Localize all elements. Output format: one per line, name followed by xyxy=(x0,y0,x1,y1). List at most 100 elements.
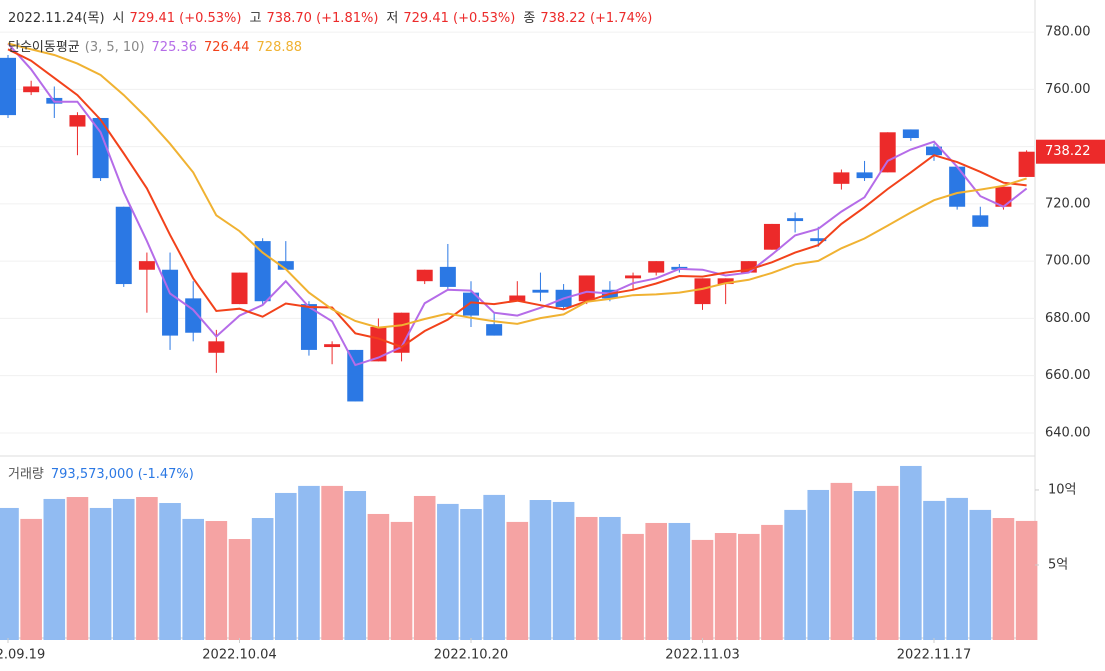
volume-bar xyxy=(853,491,876,640)
candle-body xyxy=(856,172,873,179)
volume-bar xyxy=(460,509,482,640)
ohlc-value: 729.41 (+0.53%) xyxy=(130,11,242,26)
candle-body xyxy=(694,278,711,305)
volume-bar xyxy=(275,492,297,640)
volume-bar xyxy=(437,503,459,640)
candle-body xyxy=(578,275,595,302)
ma-line xyxy=(7,42,1028,367)
x-tick-label: 2022.11.03 xyxy=(665,648,739,663)
volume-bar xyxy=(946,497,968,640)
candle-body xyxy=(300,304,317,350)
ma-value: 726.44 xyxy=(204,40,250,55)
volume-bar xyxy=(784,509,806,640)
volume-bar xyxy=(807,489,830,640)
volume-bar xyxy=(506,521,529,640)
candle-body xyxy=(949,166,966,207)
ohlc-label: 저 xyxy=(386,11,398,26)
volume-bar xyxy=(668,522,691,640)
volume-title: 거래량 xyxy=(8,467,44,482)
volume-bar xyxy=(714,533,737,640)
candle-body xyxy=(463,292,479,316)
volume-bar xyxy=(876,485,899,640)
volume-tick-label: 5억 xyxy=(1048,557,1068,572)
x-tick-label: 2022.10.04 xyxy=(202,648,276,663)
ma-legend: 단순이동평균 (3, 5, 10) 725.36 726.44 728.88 xyxy=(8,40,302,55)
x-tick-label: 2022.11.17 xyxy=(897,648,971,663)
candle-body xyxy=(138,261,155,270)
candle-body xyxy=(23,86,40,93)
candle-body xyxy=(717,278,734,285)
candle-body xyxy=(648,261,665,273)
ma-value: 728.88 xyxy=(257,40,303,55)
volume-bar xyxy=(136,497,158,640)
volume-bar xyxy=(691,539,714,640)
candle-body xyxy=(92,117,109,179)
volume-bar xyxy=(66,497,89,640)
candle-body xyxy=(532,289,549,293)
ohlc-label: 고 xyxy=(249,11,261,26)
volume-legend: 거래량 793,573,000 (-1.47%) xyxy=(8,467,194,482)
candle-body xyxy=(115,206,132,285)
volume-bar xyxy=(182,518,204,640)
ma-periods: (3, 5, 10) xyxy=(85,40,145,55)
volume-bar xyxy=(923,500,945,640)
x-tick-label: 2022.10.20 xyxy=(434,648,508,663)
volume-tick-label: 10억 xyxy=(1048,482,1077,497)
y-tick-label: 680.00 xyxy=(1045,311,1091,326)
volume-bar xyxy=(413,495,436,640)
volume-bar xyxy=(367,513,390,640)
candle-body xyxy=(902,129,919,139)
volume-bar xyxy=(89,507,112,640)
volume-bars xyxy=(0,465,1038,640)
candle-body xyxy=(277,261,294,270)
volume-bar xyxy=(900,465,922,640)
candle-body xyxy=(509,295,526,302)
volume-bar xyxy=(575,516,598,640)
date-label: 2022.11.24(목) xyxy=(8,11,105,26)
volume-bar xyxy=(298,485,320,640)
volume-bar xyxy=(344,491,367,640)
last-price-label: 738.22 xyxy=(1045,144,1091,159)
y-tick-label: 780.00 xyxy=(1045,25,1091,40)
ma-line xyxy=(7,48,1027,349)
candle-body xyxy=(625,275,642,279)
candle-body xyxy=(486,324,503,336)
axes: 640.00660.00680.00700.00720.00740.00760.… xyxy=(0,25,1105,663)
candle-body xyxy=(926,146,942,156)
volume-bar xyxy=(830,482,853,640)
volume-bar xyxy=(390,521,413,640)
volume-bar xyxy=(321,485,343,640)
ohlc-header: 2022.11.24(목) 시 729.41 (+0.53%) 고 738.70 (+1… xyxy=(8,11,652,26)
candle-body xyxy=(254,241,271,302)
y-tick-label: 720.00 xyxy=(1045,196,1091,211)
ohlc-value: 729.41 (+0.53%) xyxy=(403,11,515,26)
ohlc-value: 738.70 (+1.81%) xyxy=(266,11,378,26)
ma-line xyxy=(7,42,1027,329)
volume-bar xyxy=(599,516,621,640)
candle-body xyxy=(1018,151,1035,177)
candle-body xyxy=(833,172,850,184)
volume-bar xyxy=(20,518,42,640)
volume-bar xyxy=(1015,520,1038,640)
candle-body xyxy=(810,238,827,242)
volume-bar xyxy=(622,533,644,640)
ohlc-label: 종 xyxy=(523,11,535,26)
last-price-box xyxy=(1036,139,1105,164)
volume-bar xyxy=(228,539,251,640)
candle-body xyxy=(439,266,456,287)
y-tick-label: 660.00 xyxy=(1045,368,1091,383)
y-tick-label: 700.00 xyxy=(1045,254,1091,269)
volume-bar xyxy=(0,507,19,640)
candle-body xyxy=(69,115,86,127)
grid xyxy=(0,31,1035,434)
volume-bar xyxy=(205,521,228,640)
volume-bar xyxy=(43,498,66,640)
candle-body xyxy=(879,132,896,173)
candle-body xyxy=(740,261,757,273)
volume-bar xyxy=(112,498,135,640)
candle-body xyxy=(208,341,225,353)
y-tick-label: 760.00 xyxy=(1045,82,1091,97)
volume-bar xyxy=(529,500,552,640)
ma-title: 단순이동평균 xyxy=(8,40,80,55)
